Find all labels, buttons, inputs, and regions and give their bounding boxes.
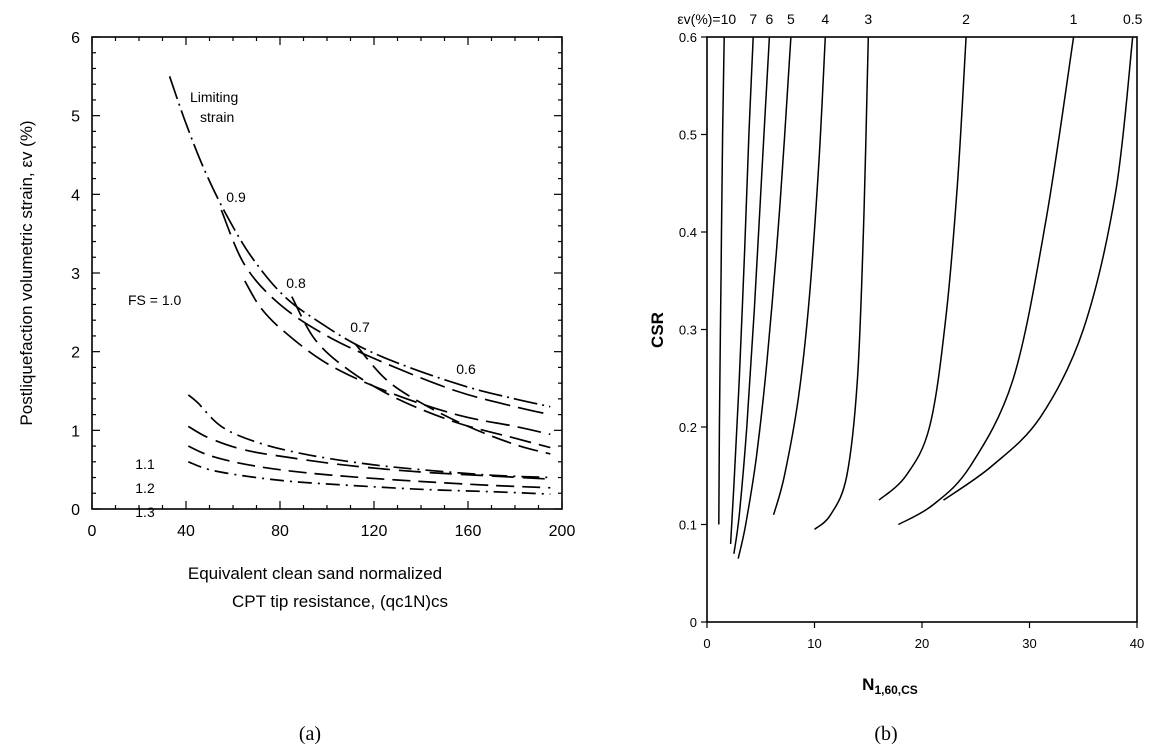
chart-b-y-tick-label: 0.3 bbox=[679, 323, 697, 338]
chart-b-x-tick-label: 30 bbox=[1022, 636, 1036, 651]
chart-b-y-tick-label: 0.5 bbox=[679, 128, 697, 143]
chart-a-x-tick-label: 0 bbox=[88, 523, 97, 540]
chart-b-x-tick-label: 20 bbox=[915, 636, 929, 651]
series-label-fs-0-6: 0.6 bbox=[456, 361, 476, 377]
series-ev-5 bbox=[737, 36, 792, 559]
series-ev-2 bbox=[878, 36, 967, 501]
top-label-ev-6: 6 bbox=[765, 11, 773, 27]
chart-b-y-axis-label: CSR bbox=[648, 312, 667, 348]
series-label-fs-1-1: 1.1 bbox=[135, 456, 155, 472]
series-label-fs-0-7: 0.7 bbox=[350, 319, 370, 335]
chart-a-x-axis-label-line1: Equivalent clean sand normalized bbox=[188, 564, 442, 583]
chart-a-curves bbox=[168, 76, 551, 495]
chart-b-ticks: 0 10 20 30 40 0 0.1 0.2 0.3 0.4 0.5 0.6 bbox=[679, 30, 1144, 651]
caption-b: (b) bbox=[874, 723, 897, 745]
series-label-fs-1-3: 1.3 bbox=[135, 504, 155, 520]
chart-a-frame bbox=[91, 36, 563, 510]
top-label-ev-4: 4 bbox=[821, 11, 829, 27]
chart-b-x-tick-label: 40 bbox=[1130, 636, 1144, 651]
top-label-ev-0-5: 0.5 bbox=[1123, 11, 1143, 27]
series-ev-7 bbox=[729, 36, 754, 545]
chart-b-top-labels: εv(%)=10 7 6 5 4 3 2 1 0.5 bbox=[677, 11, 1142, 27]
chart-b-x-axis-label: N1,60,CS bbox=[862, 675, 918, 697]
chart-a-y-tick-label: 3 bbox=[71, 266, 80, 283]
series-fs-1-1 bbox=[187, 425, 551, 480]
series-ev-10 bbox=[718, 36, 725, 525]
chart-b-frame bbox=[706, 36, 1138, 623]
chart-a-series-labels: 0.9 0.8 0.7 0.6 1.1 1.2 1.3 bbox=[135, 189, 476, 520]
caption-a: (a) bbox=[299, 723, 321, 745]
chart-a-ticks: 0 40 80 120 160 200 0 1 2 3 4 5 6 bbox=[71, 30, 575, 540]
chart-a-y-tick-label: 1 bbox=[71, 423, 80, 440]
top-label-ev-2: 2 bbox=[962, 11, 970, 27]
chart-b-x-tick-label: 10 bbox=[807, 636, 821, 651]
chart-a-y-axis-label: Postliquefaction volumetric strain, εv (… bbox=[17, 120, 36, 425]
series-fs-0-7 bbox=[291, 296, 551, 449]
chart-b-y-tick-label: 0.6 bbox=[679, 30, 697, 45]
chart-b-curves bbox=[718, 36, 1134, 559]
chart-a-y-tick-label: 6 bbox=[71, 30, 80, 47]
chart-a-x-axis-label-line2: CPT tip resistance, (qc1N)cs bbox=[232, 592, 448, 611]
chart-a-x-tick-label: 160 bbox=[455, 523, 482, 540]
series-fs-1-0 bbox=[187, 394, 551, 479]
chart-a: 0 40 80 120 160 200 0 1 2 3 4 5 6 0.9 0.8 0.7 0.6 1.1 1.2… bbox=[17, 30, 575, 745]
chart-b-x-tick-label: 0 bbox=[703, 636, 710, 651]
limiting-strain-label-2: strain bbox=[200, 109, 234, 125]
chart-b: 0 10 20 30 40 0 0.1 0.2 0.3 0.4 0.5 0.6 εv(%)=10 7 6 5… bbox=[648, 11, 1144, 745]
series-limiting-strain bbox=[168, 76, 551, 408]
chart-a-y-tick-label: 2 bbox=[71, 345, 80, 362]
top-label-ev-5: 5 bbox=[787, 11, 795, 27]
chart-a-x-tick-label: 200 bbox=[549, 523, 576, 540]
chart-b-x-axis-label-sub: 1,60,CS bbox=[874, 683, 917, 697]
series-fs-0-9 bbox=[220, 209, 551, 416]
chart-b-y-tick-label: 0.1 bbox=[679, 518, 697, 533]
chart-b-y-tick-label: 0 bbox=[690, 615, 697, 630]
series-fs-1-3 bbox=[187, 461, 551, 495]
top-label-ev-3: 3 bbox=[864, 11, 872, 27]
chart-a-x-tick-label: 120 bbox=[361, 523, 388, 540]
series-ev-6 bbox=[733, 36, 771, 554]
fs-label: FS = 1.0 bbox=[128, 292, 182, 308]
series-ev-1 bbox=[898, 36, 1075, 526]
series-fs-1-2 bbox=[187, 445, 551, 489]
series-ev-3 bbox=[813, 36, 870, 530]
chart-a-y-tick-label: 5 bbox=[71, 109, 80, 126]
top-label-ev-10: εv(%)=10 bbox=[677, 11, 736, 27]
limiting-strain-label-1: Limiting bbox=[190, 89, 238, 105]
top-label-ev-7: 7 bbox=[749, 11, 757, 27]
series-label-fs-0-8: 0.8 bbox=[286, 275, 306, 291]
top-label-ev-1: 1 bbox=[1070, 11, 1078, 27]
chart-b-x-axis-label-main: N bbox=[862, 675, 874, 694]
series-fs-0-6 bbox=[354, 343, 551, 455]
chart-a-x-tick-label: 40 bbox=[177, 523, 195, 540]
series-label-fs-0-9: 0.9 bbox=[226, 189, 246, 205]
chart-a-y-tick-label: 0 bbox=[71, 502, 80, 519]
series-ev-4 bbox=[772, 36, 827, 516]
series-fs-0-8 bbox=[244, 280, 551, 436]
series-label-fs-1-2: 1.2 bbox=[135, 480, 155, 496]
chart-b-y-tick-label: 0.2 bbox=[679, 420, 697, 435]
chart-a-x-tick-label: 80 bbox=[271, 523, 289, 540]
chart-a-y-tick-label: 4 bbox=[71, 187, 80, 204]
series-ev-0-5 bbox=[943, 36, 1134, 501]
chart-b-y-tick-label: 0.4 bbox=[679, 225, 697, 240]
